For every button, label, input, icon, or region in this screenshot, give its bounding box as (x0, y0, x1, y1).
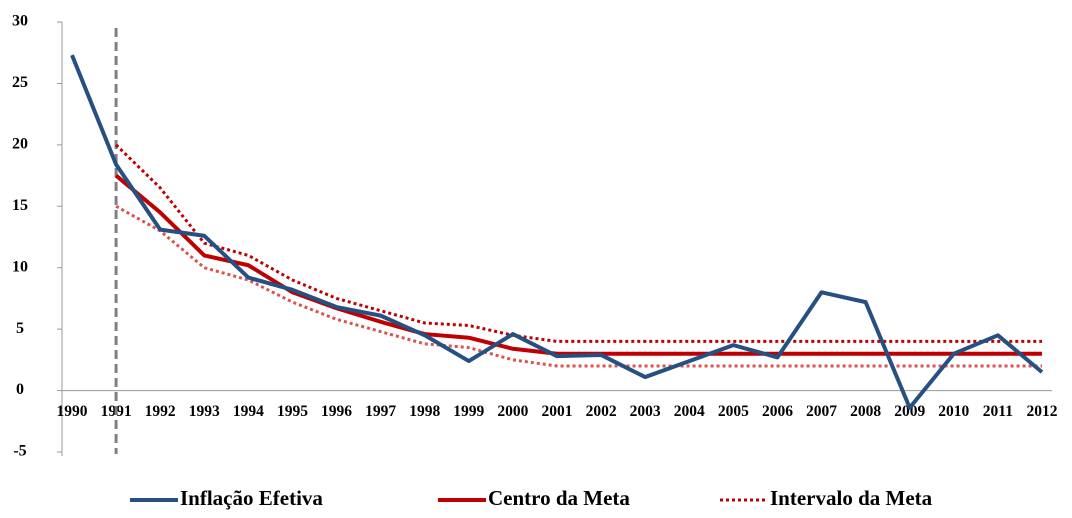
y-tick-label: 25 (12, 74, 28, 91)
x-tick-label: 2012 (1026, 403, 1057, 420)
y-tick-label: 10 (12, 258, 28, 275)
x-tick-label: 1997 (365, 403, 396, 420)
y-tick-label: 0 (16, 381, 24, 398)
y-tick-label: 5 (16, 320, 24, 337)
x-tick-label: 2010 (938, 403, 969, 420)
x-tick-label: 2009 (894, 403, 925, 420)
legend-label: Intervalo da Meta (770, 486, 933, 510)
x-tick-label: 1993 (189, 403, 220, 420)
x-tick-label: 2002 (586, 403, 617, 420)
y-tick-label: 30 (12, 13, 28, 30)
x-tick-label: 2011 (983, 403, 1013, 420)
x-tick-label: 1992 (145, 403, 176, 420)
x-tick-label: 2004 (674, 403, 705, 420)
line (114, 174, 1042, 356)
x-tick-label: 1996 (321, 403, 352, 420)
x-tick-label: 1990 (57, 403, 88, 420)
legend-label: Centro da Meta (488, 486, 630, 510)
x-tick-label: 1994 (233, 403, 264, 420)
x-tick-label: 2008 (850, 403, 881, 420)
x-tick-label: 2005 (718, 403, 749, 420)
y-tick-label: 20 (12, 136, 28, 153)
x-tick-label: 2007 (806, 403, 837, 420)
y-tick-label: -5 (13, 443, 26, 460)
y-tick-label: 15 (12, 197, 28, 214)
x-tick-label: 2003 (630, 403, 661, 420)
legend-label: Inflação Efetiva (180, 486, 323, 510)
x-tick-label: 2006 (762, 403, 793, 420)
x-tick-label: 2001 (541, 403, 572, 420)
x-tick-label: 1999 (453, 403, 484, 420)
line (115, 143, 1042, 343)
x-tick-label: 1995 (277, 403, 308, 420)
line (115, 204, 1042, 368)
x-tick-label: 2000 (497, 403, 528, 420)
line (70, 54, 1044, 410)
x-tick-label: 1998 (409, 403, 440, 420)
